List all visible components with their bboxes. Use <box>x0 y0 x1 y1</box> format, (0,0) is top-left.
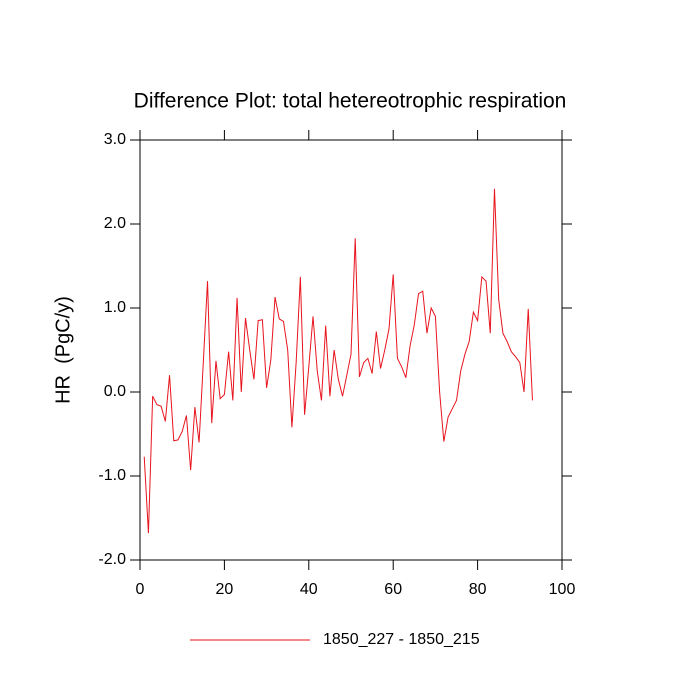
x-tick-label: 100 <box>549 581 576 598</box>
x-tick-label: 20 <box>216 581 234 598</box>
y-tick-label: 3.0 <box>104 131 126 148</box>
y-tick-label: -2.0 <box>98 551 126 568</box>
legend-label: 1850_227 - 1850_215 <box>323 631 480 648</box>
data-line <box>143 188 533 534</box>
y-tick-label: 2.0 <box>104 215 126 232</box>
y-tick-label: 0.0 <box>104 383 126 400</box>
y-tick-label: 1.0 <box>104 299 126 316</box>
x-tick-label: 0 <box>136 581 145 598</box>
x-tick-label: 60 <box>384 581 402 598</box>
plot-frame <box>139 139 563 561</box>
y-axis-label: HR (PgC/y) <box>52 296 74 404</box>
x-tick-label: 80 <box>469 581 487 598</box>
chart-title: Difference Plot: total hetereotrophic re… <box>134 90 567 113</box>
x-tick-label: 40 <box>300 581 318 598</box>
y-tick-label: -1.0 <box>98 467 126 484</box>
